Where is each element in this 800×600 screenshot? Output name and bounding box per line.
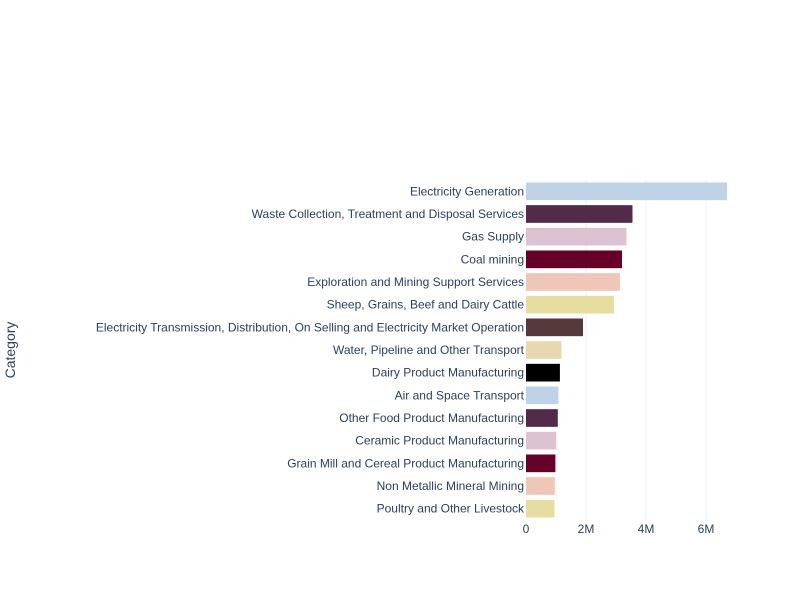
bar-11[interactable] xyxy=(526,431,557,450)
bars xyxy=(526,182,727,518)
category-label-0: Electricity Generation xyxy=(410,184,524,198)
bar-0[interactable] xyxy=(526,182,727,201)
bar-2[interactable] xyxy=(526,227,627,246)
category-label-8: Dairy Product Manufacturing xyxy=(372,366,524,380)
x-tick-label-0: 0 xyxy=(523,522,530,536)
x-tick-label-3: 6M xyxy=(698,522,715,536)
bar-10[interactable] xyxy=(526,409,558,427)
bar-3[interactable] xyxy=(526,250,622,269)
x-tick-labels: 0 2M 4M 6M xyxy=(523,522,715,536)
category-label-2: Gas Supply xyxy=(462,230,524,244)
y-axis-title: Category xyxy=(2,322,18,379)
category-label-12: Grain Mill and Cereal Product Manufactur… xyxy=(287,456,524,470)
x-tick-label-2: 4M xyxy=(638,522,655,536)
bar-12[interactable] xyxy=(526,454,556,473)
category-labels: Electricity Generation Waste Collection, … xyxy=(96,184,525,515)
category-label-6: Electricity Transmission, Distribution, … xyxy=(96,320,524,334)
category-label-3: Coal mining xyxy=(461,252,524,266)
bar-7[interactable] xyxy=(526,341,562,359)
x-tick-label-1: 2M xyxy=(578,522,595,536)
bar-4[interactable] xyxy=(526,273,620,291)
category-label-5: Sheep, Grains, Beef and Dairy Cattle xyxy=(327,298,525,312)
category-label-9: Air and Space Transport xyxy=(395,388,525,402)
bar-8[interactable] xyxy=(526,363,560,382)
bar-13[interactable] xyxy=(526,477,555,495)
bar-1[interactable] xyxy=(526,205,633,223)
bar-5[interactable] xyxy=(526,295,614,314)
bar-9[interactable] xyxy=(526,386,559,405)
category-label-4: Exploration and Mining Support Services xyxy=(307,275,524,289)
category-label-13: Non Metallic Mineral Mining xyxy=(377,479,524,493)
bar-6[interactable] xyxy=(526,318,583,337)
category-label-14: Poultry and Other Livestock xyxy=(377,502,525,516)
bar-14[interactable] xyxy=(526,499,555,518)
category-label-7: Water, Pipeline and Other Transport xyxy=(333,343,525,357)
category-label-11: Ceramic Product Manufacturing xyxy=(355,434,524,448)
category-label-10: Other Food Product Manufacturing xyxy=(339,411,524,425)
category-label-1: Waste Collection, Treatment and Disposal… xyxy=(252,207,524,221)
